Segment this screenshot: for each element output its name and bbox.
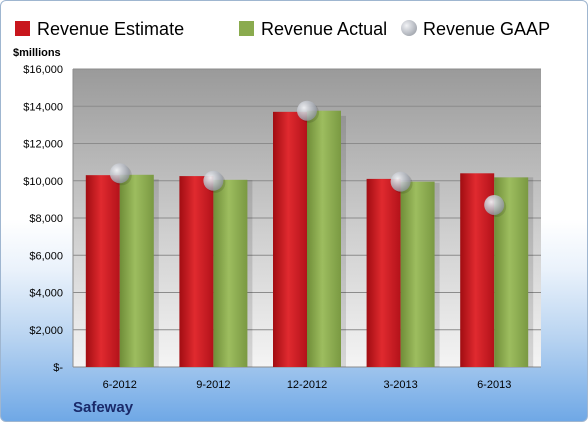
x-axis: 6-2012 9-2012 12-2012 3-2013 6-2013 [103,379,512,391]
gaap-marker [484,194,505,215]
gaap-marker [297,100,317,121]
bar-revenue-estimate [273,111,307,368]
legend-label: Revenue GAAP [423,19,550,39]
y-tick-label: $16,000 [23,64,63,76]
legend-label: Revenue Estimate [37,19,184,39]
y-tick-label: $6,000 [29,250,63,262]
bar-revenue-actual [119,174,154,367]
gaap-markers [109,100,507,217]
legend-swatch [15,21,30,36]
x-tick-label: 3-2013 [383,379,417,391]
y-tick-label: $- [53,362,63,374]
legend-swatch [401,20,417,36]
company-name: Safeway [73,399,134,416]
x-tick-label: 9-2012 [196,379,230,391]
x-tick-label: 6-2012 [103,379,137,391]
bar-revenue-actual [213,179,248,367]
bar-revenue-actual [400,181,435,367]
legend-label: Revenue Actual [261,19,387,39]
y-tick-label: $2,000 [29,325,63,337]
gaap-marker [390,171,411,192]
legend: Revenue Estimate Revenue Actual Revenue GA… [15,19,550,39]
gaap-marker [109,163,130,184]
legend-swatch [239,21,254,36]
y-tick-label: $10,000 [23,176,63,188]
x-tick-label: 6-2013 [477,379,511,391]
unit-label: $millions [13,47,61,59]
bar-revenue-estimate [85,175,120,367]
bar-revenue-estimate [179,176,214,367]
bars [85,110,534,368]
y-tick-label: $14,000 [23,101,63,113]
gaap-marker [203,170,224,191]
bar-revenue-actual [307,110,341,367]
y-tick-label: $8,000 [29,213,63,225]
y-tick-label: $12,000 [23,139,63,151]
bar-revenue-estimate [366,178,401,367]
y-tick-label: $4,000 [29,288,63,300]
x-tick-label: 12-2012 [287,379,327,391]
